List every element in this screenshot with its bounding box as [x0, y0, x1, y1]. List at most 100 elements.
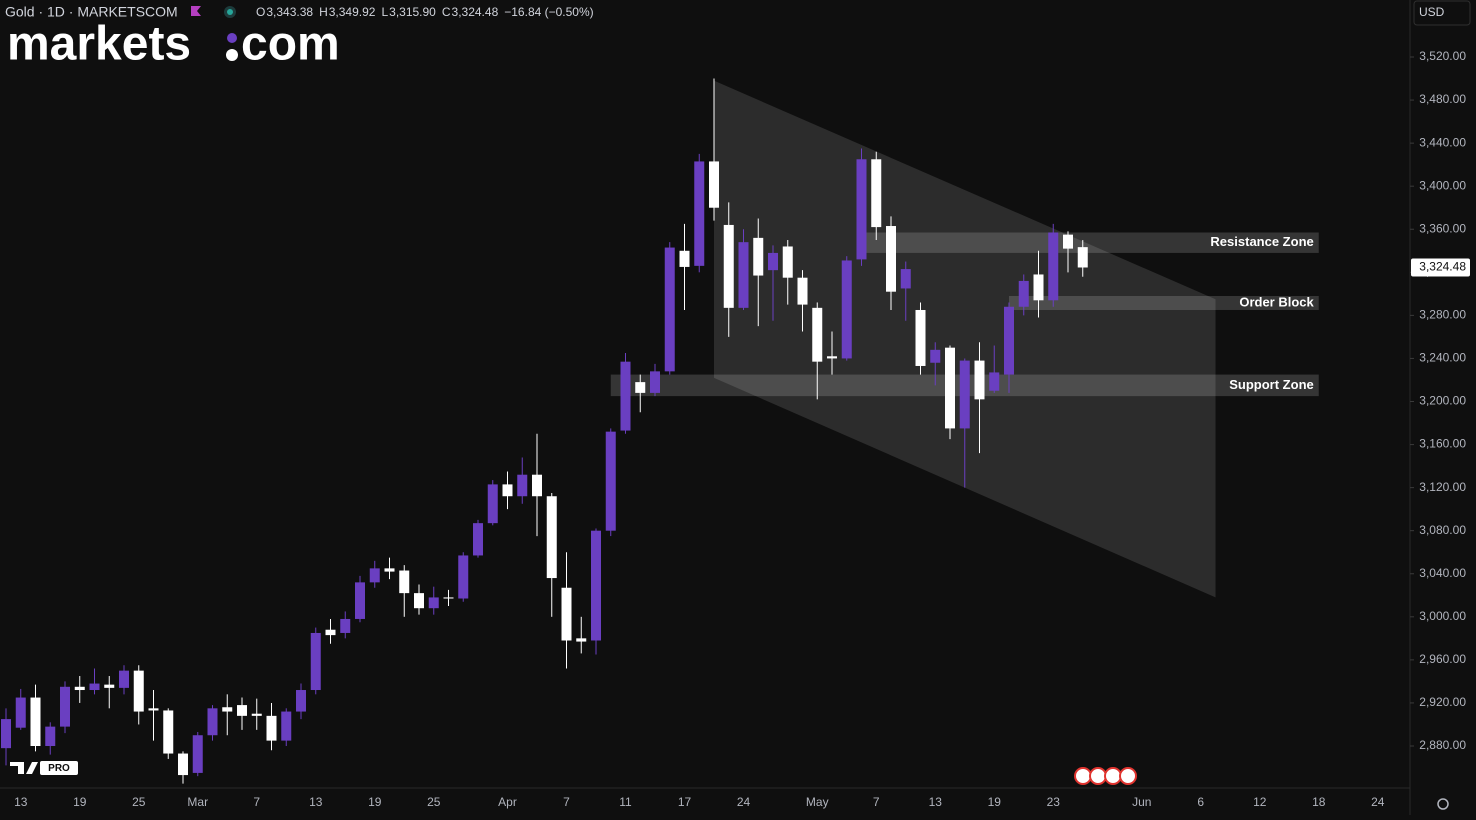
candle-body	[207, 708, 218, 736]
x-tick-label: 24	[737, 795, 751, 809]
candle-body	[753, 237, 764, 276]
tv-logo	[10, 762, 38, 774]
last-price-label: 3,324.48	[1419, 260, 1466, 274]
x-tick-label: 24	[1371, 795, 1385, 809]
candle-body	[989, 372, 1000, 391]
x-tick-label: 19	[368, 795, 382, 809]
y-tick-label: 3,520.00	[1419, 49, 1466, 63]
settings-icon[interactable]	[1437, 798, 1449, 810]
y-tick-label: 2,880.00	[1419, 738, 1466, 752]
candle-body	[251, 713, 262, 716]
candle-body	[546, 496, 557, 579]
x-tick-label: 25	[132, 795, 146, 809]
y-tick-label: 3,440.00	[1419, 135, 1466, 149]
candle-body	[782, 246, 793, 278]
y-tick-label: 3,400.00	[1419, 178, 1466, 192]
candle-body	[650, 371, 660, 393]
candle-body	[428, 597, 439, 609]
x-tick-label: Jun	[1132, 795, 1151, 809]
status-dot	[227, 9, 233, 15]
candle-body	[369, 568, 380, 583]
x-tick-label: 11	[619, 795, 632, 809]
candle-body	[15, 697, 26, 728]
x-tick-label: 13	[14, 795, 28, 809]
candle-body	[355, 582, 365, 619]
candle-body	[384, 568, 395, 572]
candle-body	[237, 705, 247, 716]
candle-body	[959, 360, 970, 429]
candle-body	[310, 632, 321, 691]
candle-body	[664, 247, 675, 372]
x-tick-label: 19	[73, 795, 87, 809]
candle-body	[517, 474, 528, 497]
symbol: Gold · 1D · MARKETSCOM	[5, 4, 178, 20]
candle-body	[679, 250, 690, 267]
y-tick-label: 3,080.00	[1419, 523, 1466, 537]
candle-body	[974, 360, 985, 400]
candle-body	[1, 719, 11, 749]
candle-body	[945, 347, 955, 429]
x-tick-label: 17	[678, 795, 692, 809]
candle-body	[414, 593, 424, 609]
y-tick-label: 2,920.00	[1419, 695, 1466, 709]
candle-body	[1018, 280, 1029, 307]
channel	[714, 80, 1216, 598]
candle-body	[60, 686, 70, 727]
x-tick-label: 7	[563, 795, 570, 809]
candle-body	[738, 242, 749, 308]
candle-body	[178, 753, 188, 776]
candle-body	[576, 638, 587, 642]
candle-body	[591, 530, 601, 641]
x-tick-label: Apr	[498, 795, 517, 809]
y-tick-label: 3,120.00	[1419, 480, 1466, 494]
x-tick-label: 7	[253, 795, 260, 809]
candle-body	[148, 708, 159, 711]
candle-body	[900, 269, 911, 289]
candle-body	[296, 690, 306, 712]
currency-button[interactable]	[1413, 0, 1471, 26]
candle-body	[635, 382, 646, 393]
x-tick-label: 6	[1197, 795, 1204, 809]
x-tick-label: 23	[1047, 795, 1061, 809]
y-tick-label: 3,040.00	[1419, 566, 1466, 580]
candle-body	[1048, 232, 1059, 301]
ohlc-label: L	[381, 5, 388, 19]
candle-body	[119, 670, 129, 688]
candle-body	[620, 361, 631, 431]
zone-label: Order Block	[1239, 294, 1314, 309]
candle-body	[473, 523, 483, 556]
candle-body	[340, 618, 351, 633]
candle-body	[871, 159, 882, 228]
candle-body	[856, 159, 867, 260]
candle-body	[532, 474, 542, 497]
currency[interactable]: USD	[1419, 5, 1445, 19]
x-tick-label: 12	[1253, 795, 1267, 809]
candle-body	[443, 597, 454, 599]
x-tick-label: May	[806, 795, 829, 809]
candle-body	[605, 431, 616, 531]
x-tick-label: 19	[988, 795, 1002, 809]
candle-body	[723, 224, 734, 308]
zone-label: Resistance Zone	[1210, 234, 1313, 249]
candle-body	[1033, 274, 1044, 301]
candle-body	[1077, 247, 1088, 268]
ohlc: O 3,343.38 H 3,349.92 L 3,315.90 C 3,324.48 −16.…	[256, 5, 594, 19]
x-tick-label: 18	[1312, 795, 1326, 809]
y-tick-label: 3,000.00	[1419, 609, 1466, 623]
candle-body	[1063, 234, 1073, 249]
y-tick-label: 3,200.00	[1419, 394, 1466, 408]
event-icon	[1104, 767, 1122, 785]
y-tick-label: 3,240.00	[1419, 351, 1466, 365]
x-tick-label: 7	[873, 795, 880, 809]
candle-body	[694, 161, 705, 266]
candle-body	[886, 226, 896, 292]
candle-body	[827, 356, 837, 359]
logo-dot	[226, 49, 238, 61]
y-tick-label: 3,480.00	[1419, 92, 1466, 106]
badge: PRO	[48, 763, 70, 774]
ohlc-change: −16.84 (−0.50%)	[504, 5, 593, 19]
candle-body	[192, 735, 203, 773]
x-tick-label: 25	[427, 795, 441, 809]
